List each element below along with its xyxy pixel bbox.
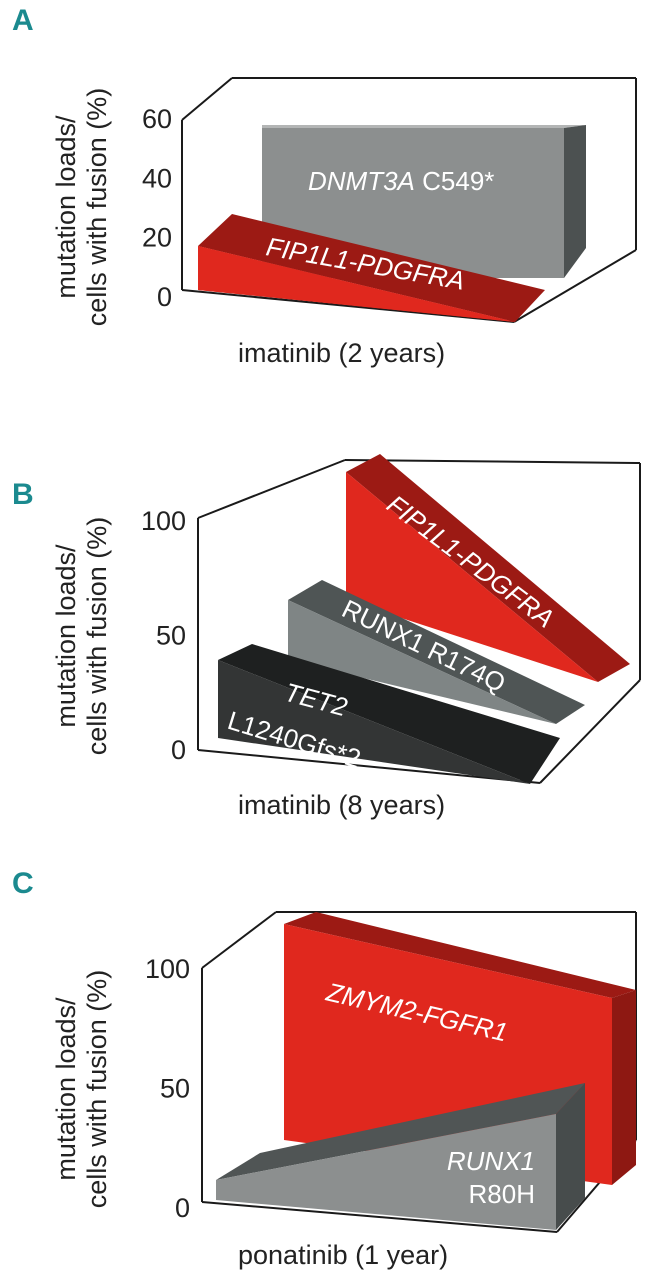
panel-c-runx1-label-2: R80H (469, 1179, 535, 1209)
panel-c-zmym2-top (284, 912, 636, 998)
panel-b-xlabel: imatinib (8 years) (238, 790, 446, 820)
panel-a-ytick-40: 40 (142, 163, 172, 193)
panel-a-frame (181, 77, 637, 323)
panel-c-xlabel: ponatinib (1 year) (238, 1240, 449, 1270)
ytick-labels: 0 20 40 60 0 50 100 0 50 100 (141, 104, 190, 1223)
panel-c-ytick-0: 0 (175, 1193, 190, 1223)
panel-b-tet2-mark (218, 660, 530, 784)
panel-c-runx1-top (216, 1083, 585, 1180)
panel-a-ytick-20: 20 (142, 223, 172, 253)
panel-a-ytick-0: 0 (157, 282, 172, 312)
panel-b-ytick-100: 100 (141, 506, 186, 536)
panel-c-zmym2-side (612, 990, 636, 1185)
panel-c-runx1-side (556, 1083, 585, 1230)
panel-b-letter: B (12, 478, 34, 511)
panel-b-frame (197, 459, 641, 784)
panel-c-runx1-label-1: RUNX1 (447, 1146, 535, 1176)
panel-b-runx1-mark (288, 600, 556, 724)
panel-a-dnmt3a-top (262, 125, 586, 128)
panel-b-fip1l1-mark (346, 472, 598, 682)
panel-b-ytick-0: 0 (171, 735, 186, 765)
panel-c-ytick-100: 100 (145, 954, 190, 984)
panel-a-dnmt3a-label: DNMT3A C549* (308, 166, 494, 196)
panel-c-letter: C (12, 867, 34, 900)
panel-b-fip1l1-top (346, 454, 630, 682)
panel-a-fip1l1-face (198, 246, 515, 322)
panel-a-letter: A (12, 4, 34, 37)
panel-b-runx1-top (288, 580, 585, 724)
panel-a-fip1l1-top (198, 214, 545, 322)
panel-a-xlabel: imatinib (2 years) (238, 338, 446, 368)
panel-c-runx1-mark (216, 1114, 556, 1230)
panel-a-ytick-60: 60 (142, 104, 172, 134)
panel-b-tet2-top (218, 644, 560, 784)
panel-c-ytick-50: 50 (160, 1074, 190, 1104)
panel-a-dnmt3a-side (564, 125, 586, 278)
panel-b-ytick-50: 50 (156, 621, 186, 651)
